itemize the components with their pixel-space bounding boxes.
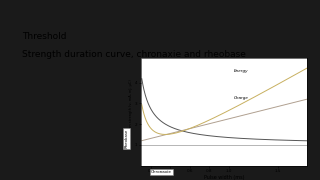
Text: Chronaxie: Chronaxie xyxy=(151,170,172,174)
Text: Charge: Charge xyxy=(234,96,249,100)
Text: Threshold: Threshold xyxy=(22,32,67,41)
Text: Strength duration curve, chronaxie and rheobase: Strength duration curve, chronaxie and r… xyxy=(22,50,246,59)
Text: Energy: Energy xyxy=(234,69,248,73)
Y-axis label: Stimulation strength (v, mA, mJ, μC): Stimulation strength (v, mA, mJ, μC) xyxy=(129,79,133,144)
X-axis label: Pulse width (ms): Pulse width (ms) xyxy=(204,175,244,180)
Text: Rheobase: Rheobase xyxy=(124,129,128,148)
